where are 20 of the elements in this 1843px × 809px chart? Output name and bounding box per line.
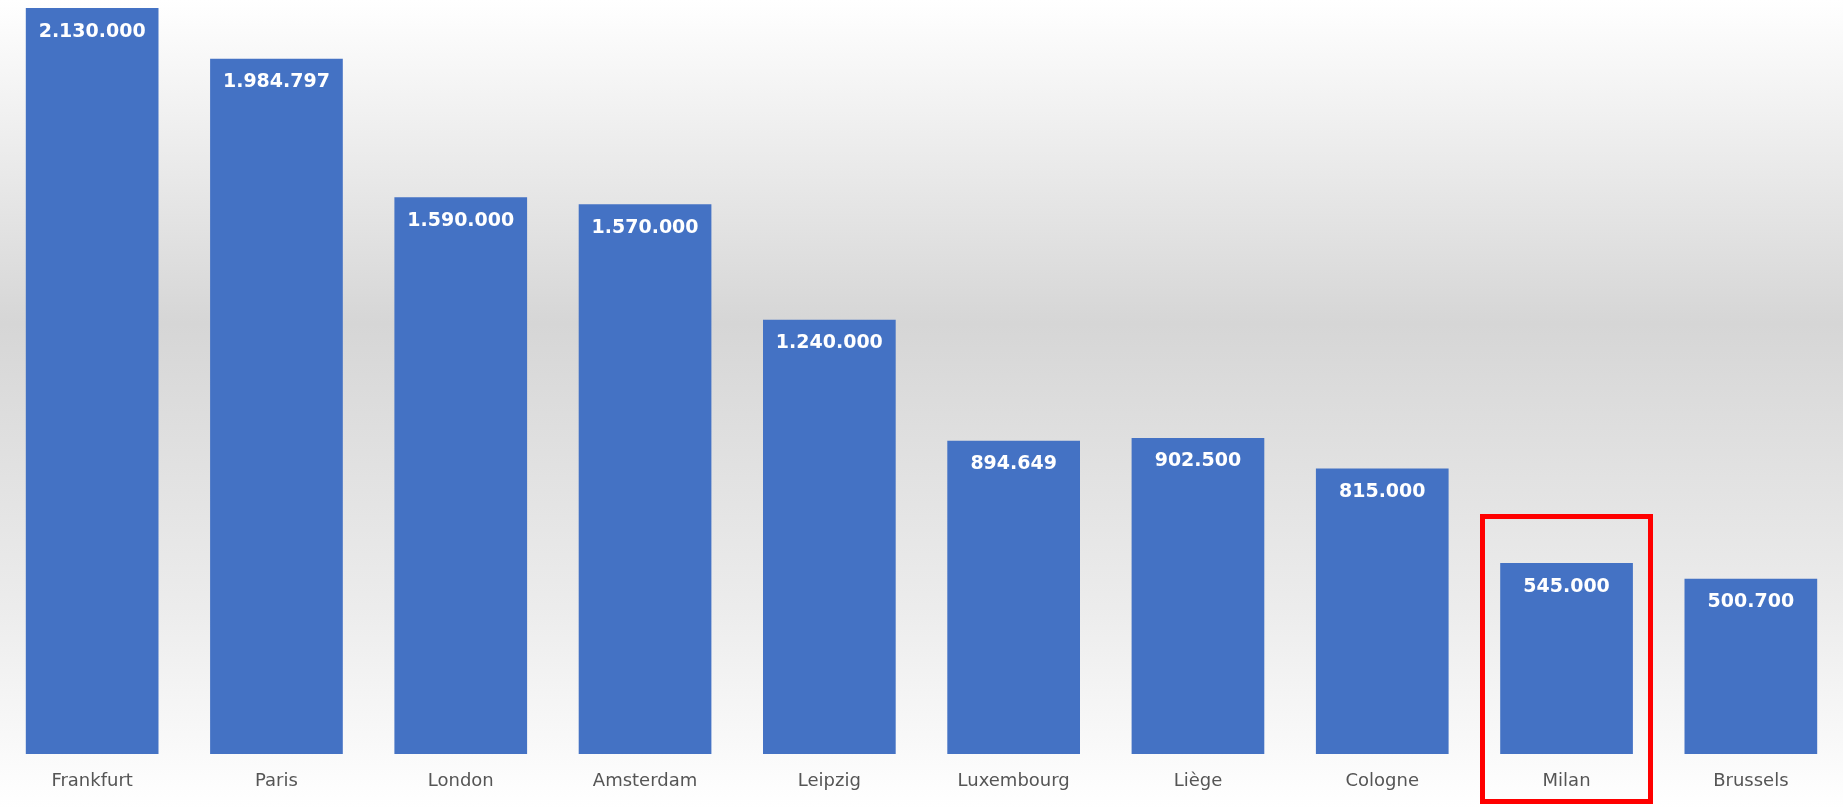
data-label: 1.984.797 xyxy=(222,69,330,92)
data-label: 2.130.000 xyxy=(38,18,146,41)
x-tick-label: Frankfurt xyxy=(51,768,133,790)
x-tick-label: Liège xyxy=(1173,768,1223,790)
data-label: 1.590.000 xyxy=(407,207,515,230)
data-label: 894.649 xyxy=(970,451,1057,474)
data-label: 815.000 xyxy=(1338,479,1426,502)
data-label: 500.700 xyxy=(1707,589,1795,612)
x-tick-label: Amsterdam xyxy=(592,768,698,790)
x-tick-label: Paris xyxy=(255,768,298,790)
data-label: 1.570.000 xyxy=(591,214,699,237)
x-tick-label: Luxembourg xyxy=(957,768,1070,790)
data-label: 1.240.000 xyxy=(775,330,883,353)
x-tick-label: Cologne xyxy=(1345,768,1420,790)
x-tick-label: Milan xyxy=(1542,768,1591,790)
data-label: 902.500 xyxy=(1154,448,1242,471)
x-tick-label: Leipzig xyxy=(797,768,861,790)
x-tick-label: Brussels xyxy=(1713,768,1789,790)
data-label: 545.000 xyxy=(1523,573,1610,596)
x-tick-label: London xyxy=(427,768,494,790)
